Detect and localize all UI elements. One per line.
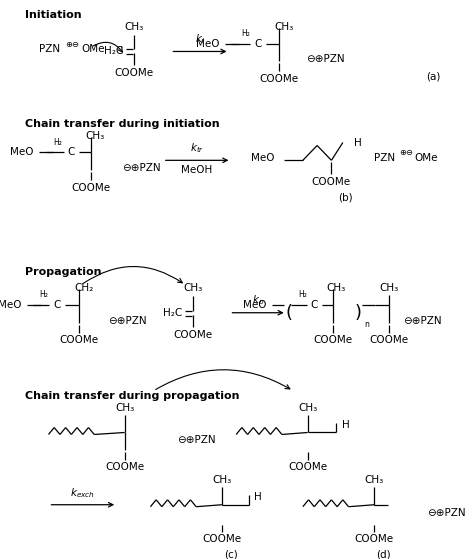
Text: ): ) — [355, 304, 362, 322]
Text: (d): (d) — [376, 549, 391, 559]
Text: H₂: H₂ — [241, 29, 250, 38]
Text: CH₃: CH₃ — [125, 22, 144, 32]
Text: C: C — [54, 300, 61, 310]
Text: ⊕⊖: ⊕⊖ — [399, 148, 413, 157]
Text: C: C — [310, 300, 318, 310]
Text: ⊖⊕PZN: ⊖⊕PZN — [122, 163, 161, 173]
Text: COOMe: COOMe — [59, 335, 99, 345]
Text: H: H — [342, 420, 350, 429]
Text: CH₃: CH₃ — [365, 475, 384, 485]
Text: CH₂: CH₂ — [74, 283, 93, 293]
Text: (a): (a) — [426, 71, 440, 81]
Text: $k_{exch}$: $k_{exch}$ — [70, 486, 95, 500]
Text: n: n — [364, 320, 369, 329]
Text: CH₃: CH₃ — [115, 402, 134, 413]
Text: H₂: H₂ — [39, 291, 48, 300]
Text: MeOH: MeOH — [182, 165, 213, 175]
Text: CH₃: CH₃ — [298, 402, 317, 413]
Text: Chain transfer during propagation: Chain transfer during propagation — [25, 391, 239, 401]
Text: ⊖⊕PZN: ⊖⊕PZN — [427, 508, 465, 518]
Text: MeO: MeO — [251, 153, 274, 163]
Text: (c): (c) — [225, 549, 238, 559]
Text: $k_i$: $k_i$ — [195, 32, 205, 46]
Text: Propagation: Propagation — [25, 267, 101, 277]
Text: CH₃: CH₃ — [183, 283, 203, 293]
Text: H₂C: H₂C — [163, 308, 182, 318]
Text: H₂: H₂ — [299, 291, 307, 300]
Text: PZN: PZN — [39, 45, 60, 54]
Text: $k_{tr}$: $k_{tr}$ — [190, 141, 204, 155]
Text: COOMe: COOMe — [314, 335, 353, 345]
Text: COOMe: COOMe — [312, 177, 351, 187]
Text: COOMe: COOMe — [288, 462, 327, 472]
Text: COOMe: COOMe — [72, 183, 111, 193]
Text: OMe: OMe — [414, 153, 438, 163]
Text: PZN: PZN — [374, 153, 395, 163]
Text: COOMe: COOMe — [259, 74, 299, 84]
Text: COOMe: COOMe — [105, 462, 144, 472]
Text: COOMe: COOMe — [355, 534, 394, 544]
Text: C: C — [255, 39, 262, 49]
Text: CH₃: CH₃ — [327, 283, 346, 293]
Text: CH₃: CH₃ — [212, 475, 231, 485]
Text: COOMe: COOMe — [202, 534, 241, 544]
Text: MeO: MeO — [10, 148, 34, 158]
Text: $k_p$: $k_p$ — [252, 293, 264, 308]
Text: MeO: MeO — [0, 300, 21, 310]
Text: COOMe: COOMe — [115, 68, 154, 78]
Text: Chain transfer during initiation: Chain transfer during initiation — [25, 119, 219, 129]
Text: (b): (b) — [338, 193, 353, 203]
Text: CH₃: CH₃ — [379, 283, 398, 293]
Text: MeO: MeO — [244, 300, 267, 310]
Text: H₂C: H₂C — [104, 46, 123, 56]
Text: OMe: OMe — [81, 45, 104, 54]
Text: ⊖⊕PZN: ⊖⊕PZN — [306, 54, 344, 64]
Text: H: H — [254, 492, 262, 502]
Text: (: ( — [285, 304, 292, 322]
Text: COOMe: COOMe — [369, 335, 408, 345]
Text: CH₃: CH₃ — [85, 131, 105, 140]
Text: CH₃: CH₃ — [274, 22, 293, 32]
Text: C: C — [68, 148, 75, 158]
Text: ⊕⊖: ⊕⊖ — [65, 40, 80, 49]
Text: ⊖⊕PZN: ⊖⊕PZN — [177, 435, 216, 446]
Text: COOMe: COOMe — [174, 329, 213, 339]
Text: ⊖⊕PZN: ⊖⊕PZN — [403, 316, 441, 326]
Text: ⊖⊕PZN: ⊖⊕PZN — [108, 316, 146, 326]
Text: H₂: H₂ — [54, 138, 63, 147]
Text: Initiation: Initiation — [25, 10, 82, 20]
Text: MeO: MeO — [196, 39, 219, 49]
Text: H: H — [354, 138, 362, 148]
